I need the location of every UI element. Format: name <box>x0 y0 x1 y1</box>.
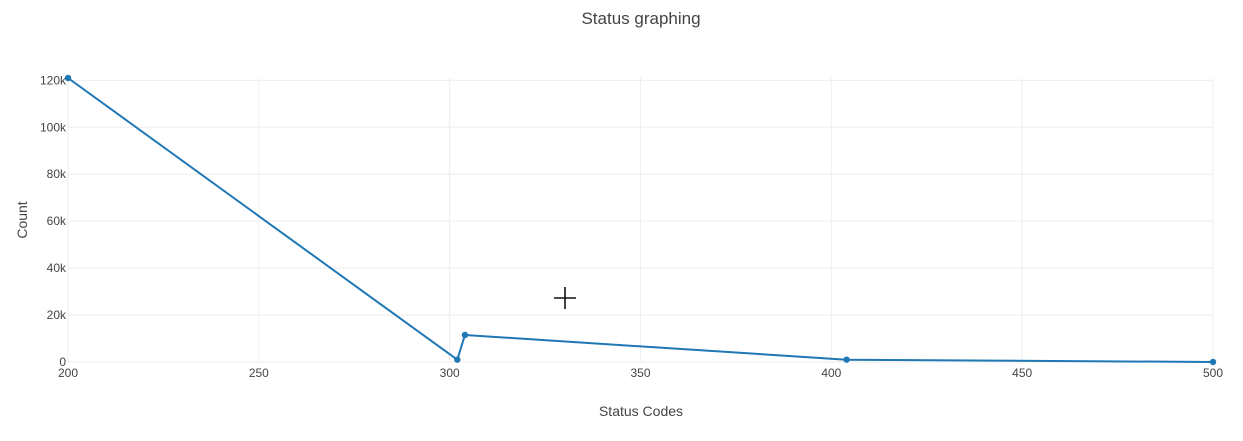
data-point[interactable] <box>64 74 72 82</box>
y-tick-label: 20k <box>47 308 67 322</box>
y-tick-label: 100k <box>40 120 67 134</box>
y-grid <box>68 79 1213 363</box>
x-tick-label: 400 <box>821 366 841 380</box>
x-axis-label: Status Codes <box>599 403 683 419</box>
y-tick-label: 120k <box>40 73 67 87</box>
y-tick-label: 60k <box>47 214 67 228</box>
data-point[interactable] <box>454 356 461 363</box>
chart-title: Status graphing <box>581 9 700 28</box>
x-tick-label: 500 <box>1203 366 1223 380</box>
data-point[interactable] <box>843 356 850 363</box>
y-tick-label: 0 <box>59 355 66 369</box>
series-group <box>64 74 1217 366</box>
x-tick-label: 300 <box>440 366 460 380</box>
data-point[interactable] <box>461 331 469 339</box>
x-tick-labels: 200 250 300 350 400 450 500 <box>58 366 1223 380</box>
y-tick-label: 40k <box>47 261 67 275</box>
x-tick-label: 250 <box>249 366 269 380</box>
y-axis-label: Count <box>14 201 30 238</box>
x-tick-label: 200 <box>58 366 78 380</box>
y-tick-labels: 0 20k 40k 60k 80k 100k 120k <box>40 73 67 369</box>
y-tick-label: 80k <box>47 167 67 181</box>
data-point[interactable] <box>1209 358 1217 366</box>
crosshair-cursor-icon <box>554 287 576 309</box>
x-tick-label: 350 <box>630 366 650 380</box>
x-tick-label: 450 <box>1012 366 1032 380</box>
x-grid <box>67 78 1214 362</box>
